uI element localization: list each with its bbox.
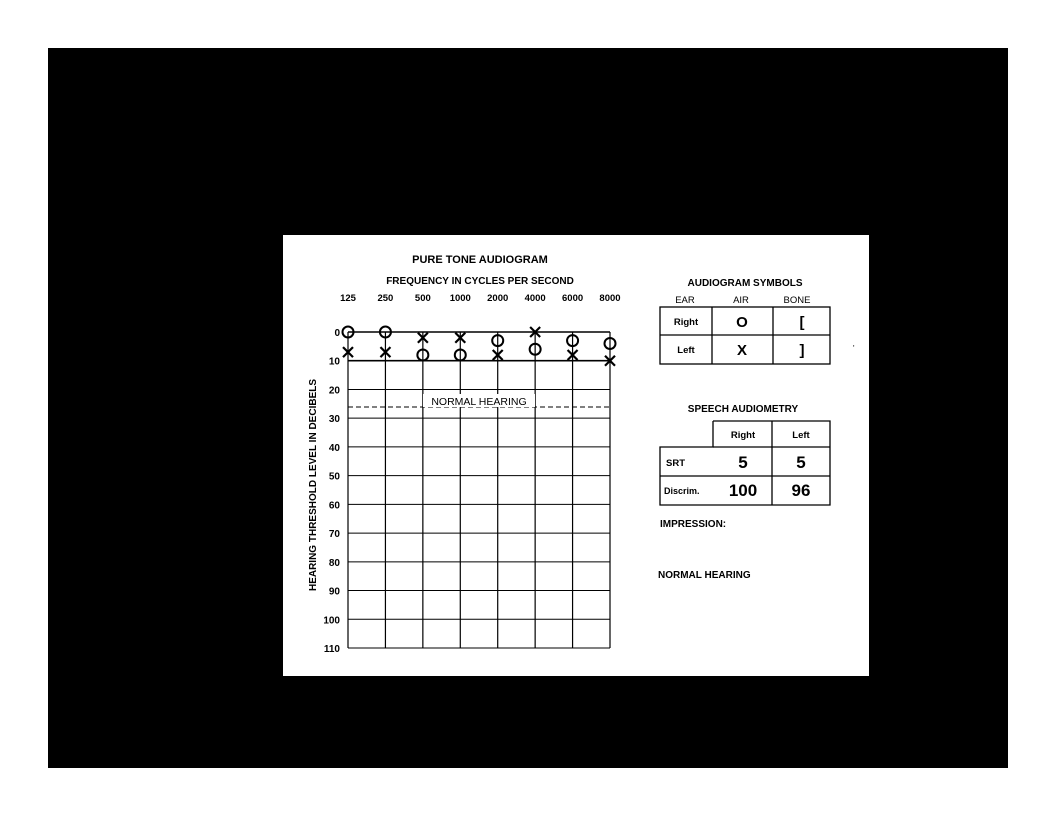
discrim-left-value: 96 [792, 481, 811, 500]
y-tick-label: 100 [323, 615, 340, 626]
right-ear-air-point [491, 334, 505, 348]
audiogram-form: PURE TONE AUDIOGRAM FREQUENCY IN CYCLES … [283, 235, 869, 676]
data-marks [341, 325, 617, 367]
right-ear-air-point [416, 348, 430, 362]
y-tick-label: 0 [334, 328, 340, 339]
right-ear-air-point [341, 325, 355, 339]
x-tick-label: 8000 [599, 293, 620, 304]
symbols-title: AUDIOGRAM SYMBOLS [688, 278, 803, 289]
left-ear-air-point [604, 354, 616, 367]
stray-mark: ' [853, 344, 855, 353]
symbols-row-right-label: Right [674, 317, 699, 328]
srt-left-value: 5 [796, 453, 805, 472]
y-tick-label: 60 [329, 500, 341, 511]
annotation-backdrop [423, 394, 535, 407]
speech-title: SPEECH AUDIOMETRY [688, 404, 799, 415]
x-tick-label: 6000 [562, 293, 583, 304]
impression-text: NORMAL HEARING [658, 570, 751, 581]
y-tick-label: 20 [329, 385, 341, 396]
y-tick-label: 50 [329, 472, 341, 483]
x-tick-label: 250 [377, 293, 393, 304]
symbols-header-bone: BONE [784, 295, 811, 306]
symbols-header-ear: EAR [675, 295, 695, 306]
chart-title: PURE TONE AUDIOGRAM [412, 254, 548, 266]
srt-right-value: 5 [738, 453, 747, 472]
left-bone-symbol: ] [800, 342, 805, 359]
discrim-label: Discrim. [664, 486, 700, 496]
y-tick-label: 80 [329, 558, 341, 569]
speech-header-right: Right [731, 430, 756, 441]
left-ear-air-point [379, 346, 392, 358]
impression-label: IMPRESSION: [660, 519, 726, 530]
x-tick-labels: 125 250 500 1000 2000 4000 6000 8000 [340, 293, 621, 304]
right-ear-air-point [603, 336, 617, 350]
left-ear-air-point [342, 346, 354, 358]
x-axis-label: FREQUENCY IN CYCLES PER SECOND [386, 276, 574, 287]
y-tick-label: 30 [329, 414, 341, 425]
y-tick-labels: 0 10 20 30 40 50 60 70 80 90 100 110 [323, 328, 340, 655]
normal-hearing-annotation: NORMAL HEARING [431, 396, 526, 408]
symbols-table-grid [659, 306, 831, 365]
left-ear-air-point [417, 331, 429, 344]
y-tick-label: 40 [329, 443, 341, 454]
x-tick-label: 4000 [525, 293, 546, 304]
speech-header-left: Left [792, 430, 810, 441]
x-tick-label: 1000 [450, 293, 471, 304]
x-tick-label: 2000 [487, 293, 508, 304]
x-tick-label: 500 [415, 293, 431, 304]
plot-grid [347, 331, 611, 649]
slide-background: PURE TONE AUDIOGRAM FREQUENCY IN CYCLES … [48, 48, 1008, 768]
x-tick-label: 125 [340, 293, 357, 304]
right-ear-air-point [566, 334, 580, 348]
left-ear-air-point [491, 349, 504, 361]
y-tick-label: 90 [329, 587, 341, 598]
y-axis-label: HEARING THRESHOLD LEVEL IN DECIBELS [308, 379, 319, 591]
symbols-row-left-label: Left [677, 345, 695, 356]
left-ear-air-point [566, 349, 579, 361]
right-bone-symbol: [ [800, 314, 805, 331]
left-air-symbol: X [737, 342, 747, 359]
y-tick-label: 70 [329, 529, 341, 540]
symbols-header-air: AIR [733, 295, 749, 306]
right-ear-air-point [378, 325, 392, 339]
srt-label: SRT [666, 458, 685, 469]
right-air-symbol: O [736, 314, 748, 331]
left-ear-air-point [529, 326, 541, 338]
audiogram-figure: PURE TONE AUDIOGRAM FREQUENCY IN CYCLES … [308, 254, 855, 655]
speech-table-grid [659, 420, 831, 506]
y-tick-label: 10 [329, 357, 341, 368]
left-ear-air-point [454, 331, 467, 344]
right-ear-air-point [528, 342, 542, 356]
y-tick-label: 110 [324, 644, 341, 655]
discrim-right-value: 100 [729, 481, 757, 500]
right-ear-air-point [453, 348, 467, 362]
